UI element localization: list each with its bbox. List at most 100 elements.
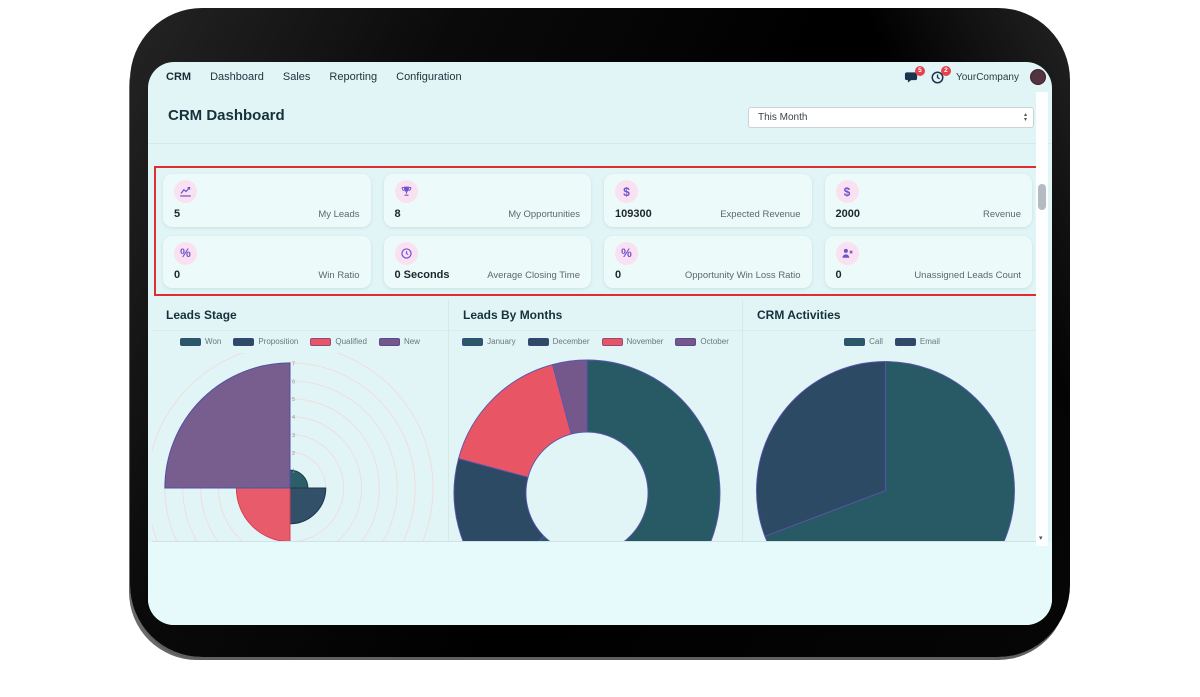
legend-chip (675, 337, 697, 346)
legend-item[interactable]: Email (894, 337, 940, 346)
vertical-scrollbar[interactable]: ▾ (1036, 92, 1048, 546)
legend-chip (527, 337, 549, 346)
svg-text:2: 2 (292, 451, 295, 457)
user-avatar[interactable] (1030, 69, 1046, 85)
legend-chip (462, 337, 484, 346)
charts-section: Leads Stage Won Proposition Qualified New 1… (152, 300, 1041, 542)
chart-title-crm-activities: CRM Activities (757, 308, 841, 322)
dollar-icon: $ (615, 180, 638, 203)
kpi-label: Opportunity Win Loss Ratio (684, 270, 801, 281)
legend-chip (233, 337, 255, 346)
kpi-value: 0 (615, 269, 622, 281)
kpi-label: Win Ratio (318, 270, 360, 281)
chart-title-leads-by-months: Leads By Months (463, 308, 563, 322)
kpi-value: 2000 (835, 207, 860, 220)
legend-item[interactable]: Won (180, 337, 221, 346)
nav-item-sales[interactable]: Sales (282, 71, 311, 83)
company-name[interactable]: YourCompany (955, 71, 1019, 83)
kpi-value: 8 (394, 207, 401, 220)
leads-stage-legend: Won Proposition Qualified New (152, 335, 448, 348)
legend-label: October (700, 337, 729, 346)
nav-item-dashboard[interactable]: Dashboard (210, 71, 264, 83)
legend-chip (894, 337, 916, 346)
legend-item[interactable]: Proposition (233, 337, 298, 346)
leads-stage-chart[interactable]: 1 2 3 4 5 6 7 (152, 353, 448, 542)
legend-chip (844, 337, 866, 346)
kpi-card-revenue[interactable]: $ 2000 Revenue (824, 174, 1032, 227)
legend-item[interactable]: January (462, 337, 516, 346)
legend-item[interactable]: New (378, 337, 420, 346)
panel-leads-stage: Leads Stage Won Proposition Qualified New 1… (152, 300, 448, 541)
legend-item[interactable]: Call (844, 337, 883, 346)
kpi-card-unassigned-leads-count[interactable]: 0 Unassigned Leads Count (824, 235, 1032, 288)
kpi-label: Average Closing Time (487, 270, 580, 281)
svg-text:7: 7 (292, 361, 295, 367)
nav-item-configuration[interactable]: Configuration (396, 71, 462, 83)
svg-text:5: 5 (292, 397, 295, 403)
kpi-value: 0 (835, 269, 842, 281)
leads-by-months-chart[interactable] (449, 353, 743, 542)
svg-text:1: 1 (292, 469, 295, 475)
app-name[interactable]: CRM (166, 71, 192, 83)
period-select-value: This Month (758, 112, 808, 123)
percent-icon: % (174, 241, 197, 265)
legend-label: November (626, 337, 664, 346)
kpi-card-expected-revenue[interactable]: $ 109300 Expected Revenue (604, 174, 812, 227)
messages-icon[interactable]: 5 (904, 65, 925, 85)
legend-item[interactable]: December (527, 337, 590, 346)
kpi-card-my-leads[interactable]: 5 My Leads (163, 174, 371, 227)
legend-label: Call (869, 337, 883, 346)
kpi-value: 0 (174, 269, 181, 281)
legend-item[interactable]: Qualified (310, 337, 367, 346)
nav-item-reporting[interactable]: Reporting (329, 71, 378, 83)
panel-crm-activities: CRM Activities Call Email (742, 300, 1041, 541)
legend-label: January (487, 337, 516, 346)
svg-text:4: 4 (292, 415, 295, 421)
legend-chip (378, 337, 400, 346)
kpi-label: Revenue (982, 208, 1021, 220)
divider (152, 330, 448, 331)
kpi-value: 0 Seconds (394, 269, 450, 281)
page-header: CRM Dashboard This Month ▴ ▾ (148, 92, 1052, 144)
legend-item[interactable]: October (675, 337, 729, 346)
kpi-value: 5 (174, 207, 181, 220)
user-x-icon (835, 241, 859, 265)
kpi-label: Expected Revenue (720, 208, 801, 220)
top-navbar: CRM Dashboard Sales Reporting Configurat… (148, 62, 1052, 92)
kpi-card-win-ratio[interactable]: % 0 Win Ratio (163, 235, 371, 288)
tablet-frame: CRM Dashboard Sales Reporting Configurat… (130, 8, 1070, 657)
divider (743, 330, 1041, 331)
svg-text:3: 3 (292, 433, 295, 439)
kpi-card-average-closing-time[interactable]: 0 Seconds Average Closing Time (383, 235, 591, 288)
activities-badge: 2 (940, 65, 951, 76)
kpi-label: Unassigned Leads Count (914, 270, 1021, 281)
chart-title-leads-stage: Leads Stage (166, 308, 237, 322)
period-select[interactable]: This Month ▴ ▾ (748, 107, 1034, 128)
legend-chip (310, 337, 332, 346)
percent-icon: % (615, 241, 638, 265)
dollar-icon: $ (835, 180, 859, 203)
crm-activities-legend: Call Email (743, 335, 1041, 348)
kpi-label: My Opportunities (508, 208, 580, 220)
legend-label: Email (919, 337, 940, 346)
trophy-icon (394, 180, 418, 203)
legend-chip (180, 337, 202, 346)
kpi-card-my-opportunities[interactable]: 8 My Opportunities (383, 174, 591, 227)
activities-clock-icon[interactable]: 2 (930, 65, 951, 85)
messages-badge: 5 (914, 65, 925, 76)
divider (449, 330, 742, 331)
line-chart-icon (174, 180, 197, 203)
chevron-up-down-icon: ▴ ▾ (1023, 112, 1027, 123)
scroll-down-arrow-icon[interactable]: ▾ (1039, 535, 1043, 542)
scrollbar-thumb[interactable] (1038, 184, 1046, 210)
legend-label: Proposition (258, 337, 299, 346)
legend-chip (601, 337, 623, 346)
page-title: CRM Dashboard (168, 107, 285, 124)
app-screen: CRM Dashboard Sales Reporting Configurat… (148, 62, 1052, 625)
legend-item[interactable]: November (601, 337, 664, 346)
kpi-card-opportunity-win-loss-ratio[interactable]: % 0 Opportunity Win Loss Ratio (604, 235, 812, 288)
clock-icon (394, 241, 418, 265)
kpi-value: 109300 (615, 207, 652, 220)
crm-activities-chart[interactable] (743, 353, 1041, 542)
